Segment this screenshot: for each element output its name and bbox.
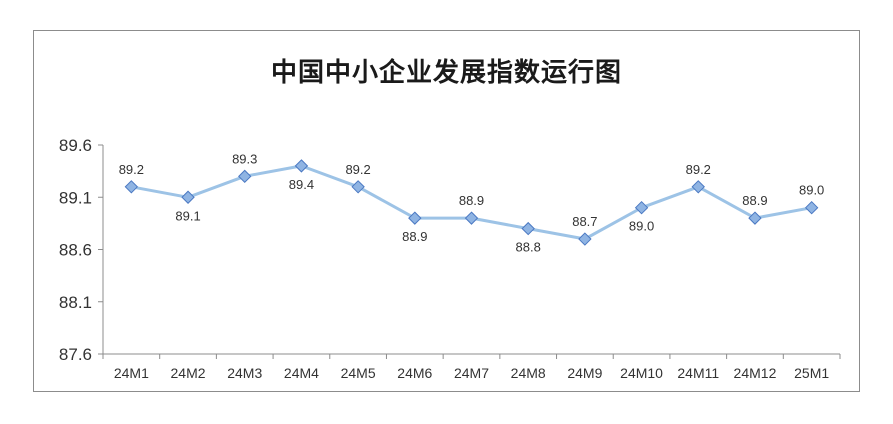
x-tick-label: 24M2	[171, 365, 206, 381]
y-tick-label: 88.1	[59, 293, 92, 312]
data-label: 89.0	[799, 183, 824, 198]
data-point	[408, 211, 422, 225]
data-label: 88.7	[572, 214, 597, 229]
data-point	[464, 211, 479, 225]
x-tick-label: 24M1	[114, 365, 149, 381]
data-point	[124, 180, 139, 194]
x-tick-label: 24M11	[677, 365, 719, 381]
axes: 89.6 89.1 88.6 88.1 87.6 24M1 24M2 24M3 24M4 24M5…	[59, 136, 841, 381]
data-label: 89.3	[232, 151, 257, 166]
data-point	[181, 190, 195, 204]
chart-title: 中国中小企业发展指数运行图	[270, 58, 622, 88]
series	[124, 159, 819, 246]
x-tick-label: 25M1	[794, 365, 829, 381]
y-tick-label: 87.6	[59, 345, 92, 364]
x-tick-label: 24M3	[227, 365, 262, 381]
x-tick-label: 24M7	[454, 365, 489, 381]
data-label: 89.2	[119, 162, 144, 177]
data-label: 89.4	[289, 177, 314, 192]
data-point	[578, 232, 592, 246]
x-tick-label: 24M4	[284, 365, 319, 381]
data-label: 89.2	[345, 162, 370, 177]
x-tick-label: 24M12	[734, 365, 777, 381]
data-point	[294, 159, 309, 173]
data-label: 89.2	[686, 162, 711, 177]
x-tick-label: 24M9	[567, 365, 602, 381]
y-tick-label: 89.6	[59, 136, 92, 155]
data-label: 88.8	[516, 240, 541, 255]
data-label: 88.9	[742, 193, 767, 208]
data-point	[351, 180, 365, 194]
x-tick-label: 24M10	[620, 365, 663, 381]
data-label: 88.9	[402, 229, 427, 244]
data-point	[804, 200, 819, 215]
data-labels: 89.2 89.1 89.3 89.4 89.2 88.9 88.9 88.8 88.7 89.0…	[119, 151, 825, 254]
data-point	[691, 180, 705, 194]
data-label: 89.0	[629, 219, 654, 234]
y-tick-label: 88.6	[59, 241, 92, 260]
data-point	[238, 169, 252, 184]
data-point	[748, 211, 762, 225]
data-point	[634, 200, 649, 215]
x-tick-label: 24M6	[397, 365, 432, 381]
data-point	[521, 221, 535, 236]
x-tick-label: 24M5	[341, 365, 376, 381]
chart-frame	[33, 30, 860, 392]
data-label: 89.1	[175, 208, 200, 223]
data-label: 88.9	[459, 193, 484, 208]
y-tick-label: 89.1	[59, 188, 92, 207]
x-tick-label: 24M8	[511, 365, 546, 381]
